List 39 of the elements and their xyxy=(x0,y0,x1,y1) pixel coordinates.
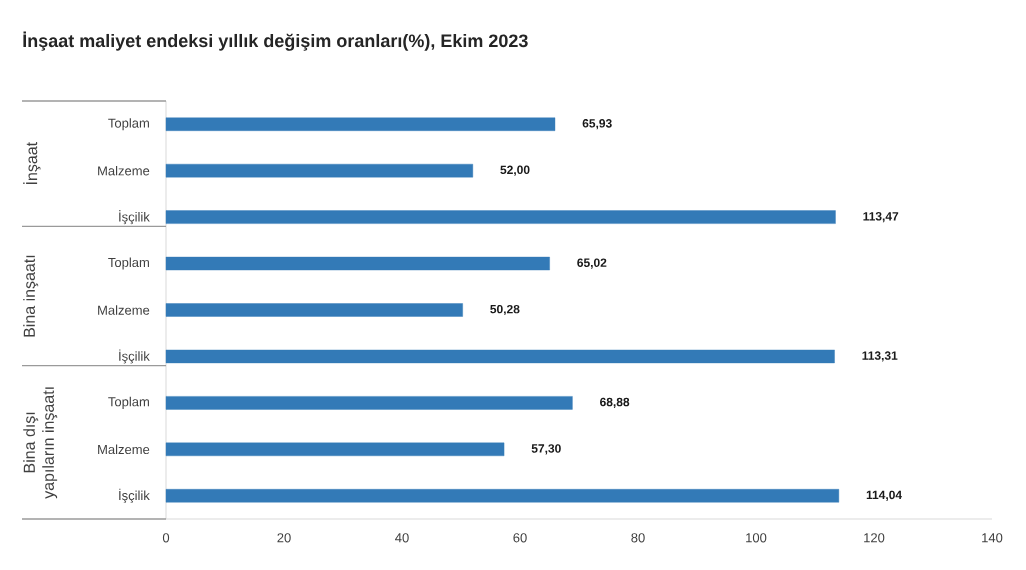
x-tick-label: 60 xyxy=(513,533,527,543)
bar xyxy=(165,117,556,131)
data-label: 65,93 xyxy=(582,119,612,130)
y-tick-label: İşçilik xyxy=(119,210,150,225)
data-label: 50,28 xyxy=(490,304,520,316)
bar xyxy=(165,210,836,224)
data-label: 68,88 xyxy=(600,397,630,408)
y-tick-label: Malzeme xyxy=(98,305,150,315)
data-label: 52,00 xyxy=(500,165,530,176)
x-tick-label: 0 xyxy=(162,533,170,543)
y-tick-label: Toplam xyxy=(108,396,149,409)
x-tick-label: 100 xyxy=(746,533,767,543)
bar xyxy=(165,256,550,271)
y-tick-label: Toplam xyxy=(108,257,149,270)
y-tick-label: Toplam xyxy=(108,118,149,131)
x-tick-label: 120 xyxy=(864,533,885,543)
bar xyxy=(165,489,840,503)
data-label: 65,02 xyxy=(577,258,607,269)
x-tick-label: 40 xyxy=(395,533,409,543)
text: Bina dışı yapıların inşaatı xyxy=(23,387,58,499)
text: İnşaat xyxy=(23,142,41,185)
data-label: 113,31 xyxy=(862,351,898,362)
bar xyxy=(165,442,505,457)
y-tick-label: Malzeme xyxy=(98,444,150,455)
bar xyxy=(165,163,473,178)
bar xyxy=(165,349,835,364)
data-label: 113,47 xyxy=(863,212,899,223)
chart-title: İnşaat maliyet endeksi yıllık değişim oranları(%), Ekim 2023 xyxy=(23,31,528,51)
data-label: 57,30 xyxy=(531,444,561,455)
y-tick-label: İşçilik xyxy=(119,349,150,364)
x-tick-label: 20 xyxy=(277,533,291,543)
data-label: 114,04 xyxy=(866,490,902,501)
y-tick-label: İşçilik xyxy=(119,488,150,503)
y-tick-label: Malzeme xyxy=(98,165,150,176)
bar xyxy=(165,396,573,410)
x-tick-label: 140 xyxy=(982,533,1003,543)
bar xyxy=(165,303,463,317)
text: Bina inşaatı xyxy=(23,255,39,337)
x-tick-label: 80 xyxy=(631,533,645,543)
